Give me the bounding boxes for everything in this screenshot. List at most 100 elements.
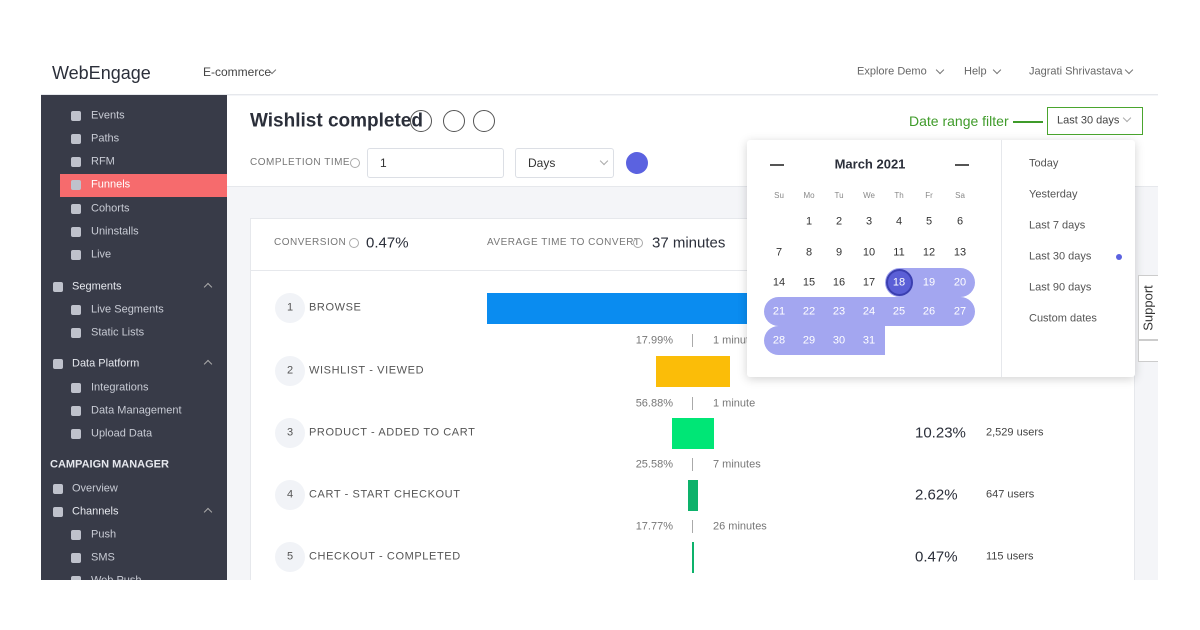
logo[interactable]: WebEngage	[52, 63, 151, 83]
funnel-bar	[671, 418, 715, 449]
step-badge	[275, 293, 305, 323]
sidebar-item[interactable]: Push	[91, 528, 117, 541]
sidebar-item[interactable]: Cohorts	[91, 202, 130, 215]
weekday: Su	[774, 191, 784, 200]
calendar-day[interactable]: 22	[802, 305, 816, 318]
next-arrow[interactable]	[955, 164, 969, 166]
calendar-day[interactable]: 4	[895, 215, 903, 228]
prev-arrow[interactable]	[770, 164, 784, 166]
support-label[interactable]: Support	[1140, 285, 1156, 331]
sidebar-section[interactable]: Channels	[72, 505, 119, 518]
action-icon[interactable]	[473, 110, 495, 132]
sidebar-item[interactable]: Web Push	[91, 575, 142, 580]
support-icon[interactable]	[1138, 340, 1158, 362]
calendar-day[interactable]: 14	[772, 276, 786, 289]
calendar-day[interactable]: 9	[835, 246, 843, 259]
popup-divider	[1001, 140, 1002, 377]
sidebar-item[interactable]: Events	[91, 109, 125, 122]
action-icon[interactable]	[443, 110, 465, 132]
project-selector[interactable]: E-commerce	[203, 65, 272, 79]
calendar-day[interactable]: 25	[892, 305, 906, 318]
top-menu-item[interactable]: Help	[964, 65, 987, 78]
calendar-day[interactable]: 13	[953, 246, 967, 259]
info-icon	[350, 158, 360, 168]
sidebar-item[interactable]: RFM	[91, 155, 115, 168]
menu-icon	[71, 553, 81, 563]
calendar-day[interactable]: 29	[802, 334, 816, 347]
calendar-day[interactable]: 21	[772, 305, 786, 318]
input-box[interactable]	[367, 148, 504, 178]
top-menu-item[interactable]: Explore Demo	[857, 65, 927, 78]
select-box[interactable]	[515, 148, 614, 178]
weekday: Th	[894, 191, 904, 200]
sidebar-section[interactable]: Data Platform	[72, 357, 140, 370]
calendar-day[interactable]: 2	[835, 215, 843, 228]
weekday: Sa	[955, 191, 965, 200]
annotation-arrow	[1013, 121, 1043, 123]
calendar-day[interactable]: 26	[922, 305, 936, 318]
calendar-day[interactable]: 7	[775, 246, 783, 259]
menu-icon	[71, 134, 81, 144]
menu-icon	[71, 530, 81, 540]
menu-icon	[71, 227, 81, 237]
drop-rate: 25.58%	[635, 458, 673, 471]
calendar-month: March 2021	[834, 156, 906, 172]
calendar-day[interactable]: 1	[805, 215, 813, 228]
calendar-day[interactable]: 15	[802, 276, 816, 289]
calendar-day[interactable]: 6	[956, 215, 964, 228]
chevron	[203, 507, 213, 517]
sidebar-item[interactable]: Upload Data	[91, 427, 153, 440]
step-number: 4	[286, 488, 294, 501]
calendar-day[interactable]: 24	[862, 305, 876, 318]
support-tab[interactable]	[1138, 275, 1158, 340]
calendar-day[interactable]: 17	[862, 276, 876, 289]
funnel-bar	[687, 480, 699, 511]
sidebar-item[interactable]: Paths	[91, 132, 120, 145]
step-name: CHECKOUT - COMPLETED	[309, 550, 461, 563]
weekday: We	[863, 191, 875, 200]
step-users: 647 users	[986, 488, 1035, 501]
calendar-day[interactable]: 3	[865, 215, 873, 228]
sidebar-section[interactable]: Segments	[72, 280, 122, 293]
calendar-day[interactable]: 30	[832, 334, 846, 347]
date-preset[interactable]: Today	[1029, 157, 1059, 170]
action-icon[interactable]	[410, 110, 432, 132]
sidebar-item[interactable]: Static Lists	[91, 326, 145, 339]
info-icon	[633, 238, 643, 248]
date-button[interactable]	[1047, 107, 1143, 135]
calendar-day[interactable]: 5	[925, 215, 933, 228]
date-preset[interactable]: Last 90 days	[1029, 281, 1092, 294]
top-menu-item[interactable]: Jagrati Shrivastava	[1029, 65, 1123, 78]
sidebar-item[interactable]: Live	[91, 248, 112, 261]
calendar-day[interactable]: 28	[772, 334, 786, 347]
sidebar: Events Paths RFM Funnels Cohorts Uninstalls Li…	[41, 95, 227, 580]
sidebar-item[interactable]: Overview	[72, 482, 118, 495]
sidebar-item[interactable]: Funnels	[91, 178, 131, 191]
sidebar-item[interactable]: Uninstalls	[91, 225, 139, 238]
calendar-day[interactable]: 19	[922, 276, 936, 289]
down-arrow	[692, 520, 693, 533]
sidebar-item[interactable]: Data Management	[91, 404, 182, 417]
calendar-day[interactable]: 8	[805, 246, 813, 259]
calendar-day[interactable]: 23	[832, 305, 846, 318]
calendar-day[interactable]: 18	[892, 276, 906, 289]
date-preset[interactable]: Last 7 days	[1029, 219, 1086, 232]
date-preset[interactable]: Last 30 days	[1029, 250, 1092, 263]
menu-icon	[53, 359, 63, 369]
date-preset[interactable]: Custom dates	[1029, 312, 1097, 325]
calendar-day[interactable]: 12	[922, 246, 936, 259]
calendar-day[interactable]: 27	[953, 305, 967, 318]
down-arrow	[692, 397, 693, 410]
sidebar-item[interactable]: SMS	[91, 551, 115, 564]
sidebar-item[interactable]: Live Segments	[91, 303, 164, 316]
drop-rate: 17.99%	[635, 334, 673, 347]
calendar-day[interactable]: 10	[862, 246, 876, 259]
sidebar-item[interactable]: Integrations	[91, 381, 149, 394]
date-preset[interactable]: Yesterday	[1029, 188, 1078, 201]
calendar-day[interactable]: 20	[953, 276, 967, 289]
calendar-day[interactable]: 31	[862, 334, 876, 347]
step-name: CART - START CHECKOUT	[309, 488, 461, 501]
calendar-day[interactable]: 11	[893, 246, 905, 259]
refresh-button[interactable]	[626, 152, 648, 174]
calendar-day[interactable]: 16	[832, 276, 846, 289]
